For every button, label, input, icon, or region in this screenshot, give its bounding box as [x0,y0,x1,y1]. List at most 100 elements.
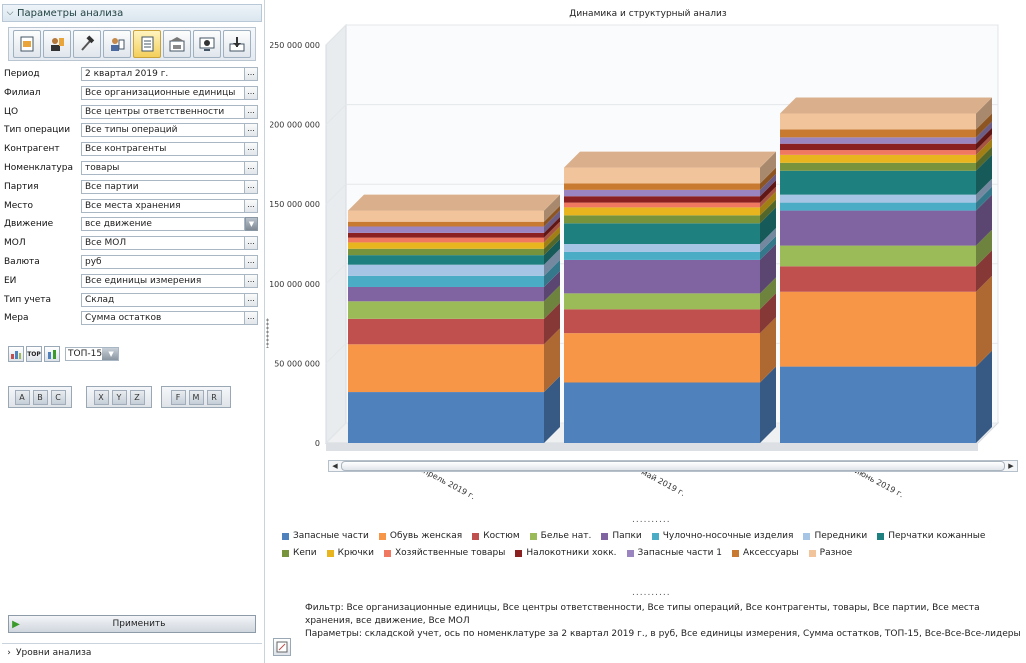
warehouse-icon[interactable] [163,30,191,58]
xyz-analysis-button[interactable]: X Y Z [86,386,152,408]
param-value-field[interactable]: товары [81,161,245,175]
monitor-icon[interactable] [193,30,221,58]
sort-icon[interactable] [44,346,60,362]
param-value-field[interactable]: Все места хранения [81,198,245,213]
legend-swatch [378,532,386,540]
param-select-button[interactable]: ... [245,198,258,213]
param-select-button[interactable]: ... [245,104,258,119]
param-value-field[interactable]: все движение [81,217,245,232]
document-icon[interactable] [133,30,161,58]
bar-segment-side [544,210,560,233]
param-row: Место Все места хранения... [4,198,262,214]
legend-item[interactable]: Запасные части [282,531,369,541]
legend-item[interactable]: Крючки [326,548,374,558]
chevron-down-icon[interactable]: ▼ [245,217,258,232]
param-select-button[interactable]: ... [245,179,258,194]
chart-horizontal-scrollbar[interactable]: ◀ ▶ [328,460,1018,472]
param-value-field[interactable]: Все МОЛ [81,236,245,251]
report-icon[interactable] [13,30,41,58]
chevron-down-icon[interactable]: ⌵ [6,8,14,18]
legend-item[interactable]: Разное [808,548,852,558]
legend-item[interactable]: Костюм [472,531,520,541]
param-label: Место [4,200,33,211]
param-select-button[interactable]: ... [245,85,258,100]
legend-item[interactable]: Кепи [282,548,317,558]
param-value-field[interactable]: Склад [81,292,245,307]
scroll-right-icon[interactable]: ▶ [1008,462,1014,470]
chart-type-icon[interactable] [8,346,24,362]
y-tick-label: 0 [315,439,320,448]
users-icon[interactable] [43,30,71,58]
chevron-down-icon[interactable]: ▼ [102,348,118,360]
scroll-left-icon[interactable]: ◀ [332,462,338,470]
param-value-field[interactable]: Все организационные единицы [81,85,245,100]
legend-label: Налокотники хокк. [526,548,617,558]
legend-item[interactable]: Чулочно-носочные изделия [651,531,793,541]
param-value-field[interactable]: Все типы операций [81,123,245,138]
bar-segment-side [976,127,992,151]
legend-item[interactable]: Налокотники хокк. [515,548,617,558]
legend-swatch [651,532,659,540]
bar-segment-side [544,248,560,276]
param-label: Тип операции [4,125,71,136]
param-select-button[interactable]: ... [245,311,258,326]
top-n-select[interactable]: ТОП-15 ▼ [65,347,119,361]
bar-segment [780,291,976,367]
legend-item[interactable]: Аксессуары [732,548,799,558]
apply-button[interactable]: ▶ Применить [8,615,256,633]
bar-segment [564,244,760,252]
fmr-r: R [206,389,222,405]
param-select-button[interactable]: ... [245,142,258,157]
legend-item[interactable]: Передники [803,531,867,541]
param-value-field[interactable]: Все центры ответственности [81,104,245,119]
fmr-analysis-button[interactable]: F M R [161,386,231,408]
legend-item[interactable]: Запасные части 1 [626,548,722,558]
legend-item[interactable]: Хозяйственные товары [383,548,505,558]
param-value-field[interactable]: Сумма остатков [81,311,245,326]
param-value-field[interactable]: 2 квартал 2019 г. [81,67,245,81]
param-value-field[interactable]: руб [81,255,245,269]
panel-splitter-handle[interactable] [266,318,269,348]
scroll-thumb[interactable] [341,461,1005,471]
legend-item[interactable]: Папки [601,531,642,541]
param-select-button[interactable]: ... [245,67,258,81]
param-value-field[interactable]: Все контрагенты [81,142,245,157]
param-select-button[interactable]: ... [245,123,258,138]
param-select-button[interactable]: ... [245,255,258,269]
xyz-x: X [93,389,109,405]
param-value-field[interactable]: Все партии [81,179,245,194]
param-select-button[interactable]: ... [245,161,258,175]
analysis-params-header[interactable]: ⌵ Параметры анализа [2,4,262,22]
chevron-right-icon[interactable]: › [7,648,11,658]
chart-side-wall [325,23,347,445]
bar-segment [780,366,976,443]
export-icon[interactable] [273,638,291,656]
legend-item[interactable]: Перчатки кожанные [877,531,985,541]
bar-segment [564,189,760,197]
param-select-button[interactable]: ... [245,292,258,307]
legend-swatch [808,549,816,557]
bar-segment-side [760,186,776,208]
legend-label: Передники [814,531,868,541]
param-select-button[interactable]: ... [245,273,258,288]
download-box-icon[interactable] [223,30,251,58]
analysis-levels-header[interactable]: › Уровни анализа [2,643,262,662]
separator-dots-2[interactable]: .......... [632,588,671,598]
bar-segment-side [544,216,560,238]
legend-label: Аксессуары [743,548,799,558]
bar-segment [780,266,976,292]
bar-segment [564,223,760,244]
bar-top [780,97,992,114]
param-row: Контрагент Все контрагенты... [4,141,262,157]
separator-dots-1[interactable]: .......... [632,515,671,525]
param-value-field[interactable]: Все единицы измерения [81,273,245,288]
abc-analysis-button[interactable]: A B C [8,386,72,408]
legend-item[interactable]: Белье нат. [529,531,591,541]
apply-label: Применить [112,619,166,629]
param-select-button[interactable]: ... [245,236,258,251]
hammer-icon[interactable] [73,30,101,58]
person-card-icon[interactable] [103,30,131,58]
legend-swatch [732,549,740,557]
top-icon[interactable]: TOP [26,346,42,362]
legend-item[interactable]: Обувь женская [378,531,462,541]
